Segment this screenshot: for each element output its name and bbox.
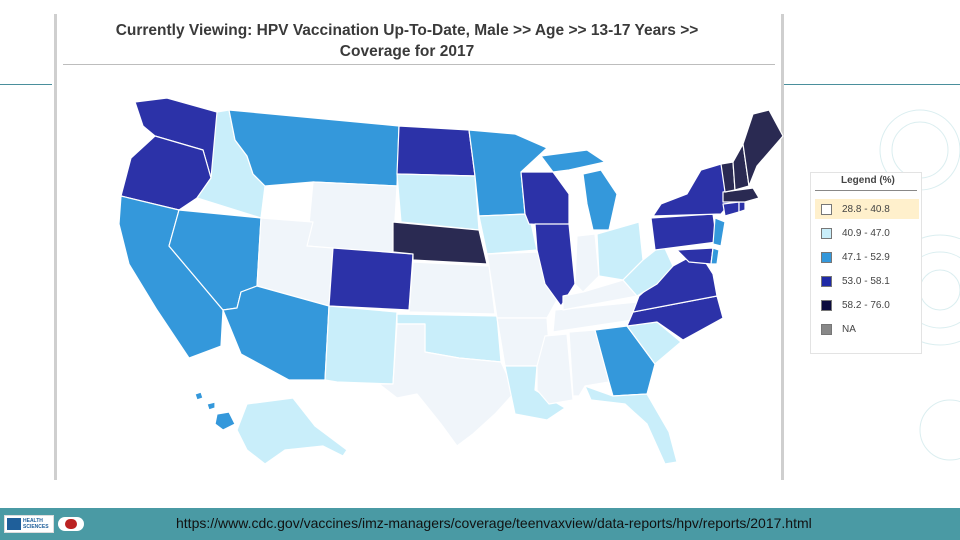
legend-divider [815, 190, 917, 191]
page-title: Currently Viewing: HPV Vaccination Up-To… [57, 20, 757, 62]
legend-item-2[interactable]: 40.9 - 47.0 [815, 223, 919, 243]
legend-label: 28.8 - 40.8 [842, 203, 890, 215]
state-RI[interactable] [738, 201, 746, 213]
title-divider [63, 64, 775, 65]
state-MT[interactable] [228, 109, 400, 187]
state-IN[interactable] [574, 233, 600, 293]
state-NM[interactable] [324, 305, 398, 385]
state-MA[interactable] [722, 187, 760, 203]
legend-swatch [821, 299, 832, 311]
decor-line-right [784, 84, 960, 85]
us-choropleth-map [118, 97, 784, 465]
state-WY[interactable] [306, 181, 398, 255]
state-TX[interactable] [378, 323, 516, 447]
map-viewer-frame: Currently Viewing: HPV Vaccination Up-To… [54, 14, 784, 480]
title-line-2: Coverage for 2017 [339, 43, 475, 60]
state-ND[interactable] [396, 125, 476, 177]
legend-label: 47.1 - 52.9 [842, 251, 890, 263]
institution-seal-icon [58, 517, 84, 531]
legend-item-5[interactable]: 58.2 - 76.0 [815, 295, 919, 315]
logo-text: HEALTH SCIENCES [23, 518, 49, 530]
state-DE[interactable] [710, 247, 720, 265]
state-AK[interactable] [236, 397, 348, 465]
state-HI-maui[interactable] [206, 401, 216, 411]
state-FL[interactable] [584, 385, 678, 465]
state-ME[interactable] [742, 109, 784, 187]
footer-bar: HEALTH SCIENCES https://www.cdc.gov/vacc… [0, 508, 960, 540]
legend-swatch [821, 323, 832, 335]
state-PA[interactable] [650, 213, 718, 251]
source-url-link[interactable]: https://www.cdc.gov/vaccines/imz-manager… [176, 515, 812, 531]
health-sciences-logo: HEALTH SCIENCES [4, 515, 54, 533]
state-MI-UP[interactable] [540, 149, 606, 173]
state-NY[interactable] [652, 163, 732, 217]
logo-mark-icon [7, 518, 21, 530]
map-legend: Legend (%) 28.8 - 40.8 40.9 - 47.0 47.1 … [810, 172, 922, 354]
legend-title: Legend (%) [841, 175, 895, 186]
legend-label: NA [842, 323, 856, 335]
state-CO[interactable] [328, 247, 414, 311]
state-MI[interactable] [582, 169, 618, 231]
legend-item-4[interactable]: 53.0 - 58.1 [815, 271, 919, 291]
state-WI[interactable] [520, 171, 570, 227]
state-NE[interactable] [392, 221, 488, 265]
state-CT[interactable] [722, 201, 740, 217]
decor-line-left [0, 84, 52, 85]
state-SD[interactable] [396, 173, 480, 231]
state-NJ[interactable] [712, 217, 726, 247]
title-line-1: Currently Viewing: HPV Vaccination Up-To… [115, 22, 699, 39]
legend-swatch [821, 251, 832, 263]
legend-label: 40.9 - 47.0 [842, 227, 890, 239]
legend-label: 53.0 - 58.1 [842, 275, 890, 287]
legend-swatch [821, 275, 832, 287]
legend-swatch [821, 203, 832, 215]
legend-item-1[interactable]: 28.8 - 40.8 [815, 199, 919, 219]
state-KS[interactable] [408, 261, 496, 315]
legend-swatch [821, 227, 832, 239]
legend-item-6[interactable]: NA [815, 319, 919, 339]
state-IL[interactable] [534, 223, 576, 307]
state-MS[interactable] [536, 333, 574, 405]
state-OR[interactable] [120, 135, 212, 211]
state-HI-big[interactable] [214, 411, 236, 431]
state-HI[interactable] [194, 391, 204, 401]
legend-label: 58.2 - 76.0 [842, 299, 890, 311]
legend-item-3[interactable]: 47.1 - 52.9 [815, 247, 919, 267]
